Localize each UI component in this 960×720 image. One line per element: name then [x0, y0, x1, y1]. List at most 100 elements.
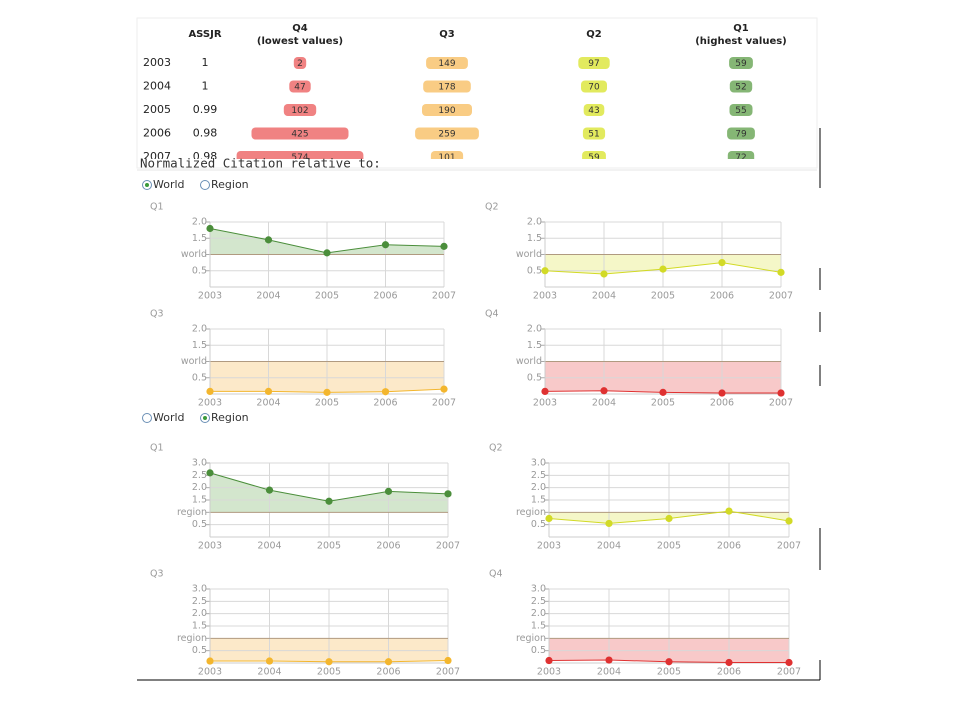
data-point	[444, 656, 452, 665]
count-label: 2	[297, 59, 303, 69]
chart-title: Q4	[485, 309, 499, 320]
data-point	[665, 658, 673, 666]
x-tick-label: 2003	[537, 667, 561, 678]
count-label: 190	[438, 106, 455, 116]
table-frame	[136, 17, 818, 169]
count-pill	[423, 80, 471, 93]
count-label: 59	[588, 153, 600, 163]
x-tick-label: 2005	[651, 291, 675, 302]
data-point	[665, 514, 673, 523]
chart-title: Q1	[150, 443, 164, 454]
count-pill	[283, 104, 317, 116]
x-tick-label: 2003	[533, 398, 557, 409]
radio-label: Region	[211, 411, 249, 424]
header-title: ASSJR	[188, 29, 221, 40]
count-pill	[583, 104, 605, 116]
x-tick-label: 2004	[592, 291, 616, 302]
count-label: 149	[438, 59, 455, 69]
data-point	[381, 388, 390, 396]
data-point	[265, 486, 274, 494]
y-tick-label: world	[181, 249, 207, 260]
chart-title: Q3	[150, 569, 164, 580]
data-point	[206, 224, 214, 233]
x-tick-label: 2007	[769, 291, 793, 302]
x-tick-label: 2006	[376, 667, 400, 678]
y-tick-label: 1.5	[527, 233, 542, 244]
x-tick-label: 2003	[198, 667, 222, 678]
data-point	[718, 389, 726, 397]
x-tick-label: 2003	[198, 398, 222, 409]
y-tick-label: 2.0	[192, 217, 207, 228]
x-tick-label: 2006	[710, 398, 734, 409]
year-cell: 2005	[143, 103, 171, 116]
year-cell: 2007	[143, 150, 171, 163]
year-cell: 2006	[143, 127, 171, 140]
y-tick-label: 2.0	[192, 608, 207, 619]
y-tick-label: 3.0	[192, 584, 207, 595]
y-tick-label: world	[516, 356, 542, 367]
header-title: Q2	[586, 29, 602, 40]
y-tick-label: 3.0	[531, 458, 546, 469]
data-point	[264, 387, 273, 395]
data-point	[325, 658, 333, 666]
x-tick-label: 2007	[777, 667, 801, 678]
y-tick-label: 1.5	[531, 621, 546, 632]
x-tick-label: 2006	[717, 541, 741, 552]
count-pill	[582, 127, 606, 140]
y-tick-label: 0.5	[192, 372, 207, 383]
x-tick-label: 2004	[257, 541, 281, 552]
x-tick-label: 2006	[373, 291, 397, 302]
count-pill	[581, 80, 607, 93]
y-tick-label: 0.5	[527, 265, 542, 276]
count-label: 425	[291, 130, 308, 140]
count-pill	[415, 127, 479, 140]
count-label: 574	[291, 153, 308, 163]
x-tick-label: 2005	[315, 398, 339, 409]
x-tick-label: 2006	[373, 398, 397, 409]
assjr-cell: 1	[202, 80, 209, 93]
chart-title: Q4	[489, 569, 503, 580]
count-label: 43	[588, 106, 599, 116]
assjr-cell: 0.98	[193, 150, 218, 163]
x-tick-label: 2003	[198, 541, 222, 552]
radio-dot	[145, 183, 149, 187]
count-label: 97	[588, 59, 599, 69]
assjr-cell: 0.99	[193, 103, 218, 116]
data-point	[659, 388, 667, 396]
chart-title: Q2	[489, 443, 503, 454]
y-tick-label: world	[516, 249, 542, 260]
x-tick-label: 2005	[315, 291, 339, 302]
count-pill	[426, 57, 468, 69]
data-point	[777, 389, 785, 397]
x-tick-label: 2004	[256, 291, 280, 302]
x-tick-label: 2003	[198, 291, 222, 302]
data-point	[323, 388, 331, 396]
radio-dot	[203, 416, 207, 420]
y-tick-label: 2.0	[192, 482, 207, 493]
y-tick-label: 2.5	[531, 470, 546, 481]
y-tick-label: 0.5	[531, 519, 546, 530]
y-tick-label: region	[177, 633, 207, 644]
header-title: Q1	[733, 23, 749, 34]
data-point	[600, 387, 608, 395]
chart-title: Q1	[150, 202, 164, 213]
data-point	[545, 514, 553, 523]
y-tick-label: 2.5	[531, 596, 546, 607]
x-tick-label: 2007	[769, 398, 793, 409]
count-label: 178	[438, 83, 455, 93]
y-tick-label: world	[181, 356, 207, 367]
data-point	[785, 658, 793, 667]
y-tick-label: 0.5	[527, 372, 542, 383]
chart-title: Q3	[150, 309, 164, 320]
y-tick-label: 1.5	[192, 233, 207, 244]
x-tick-label: 2004	[597, 541, 621, 552]
count-label: 101	[438, 153, 455, 163]
y-tick-label: 1.5	[192, 621, 207, 632]
x-tick-label: 2003	[537, 541, 561, 552]
count-label: 59	[735, 59, 747, 69]
x-tick-label: 2003	[533, 291, 557, 302]
data-point	[381, 241, 390, 249]
y-tick-label: 1.5	[192, 495, 207, 506]
x-tick-label: 2006	[376, 541, 400, 552]
